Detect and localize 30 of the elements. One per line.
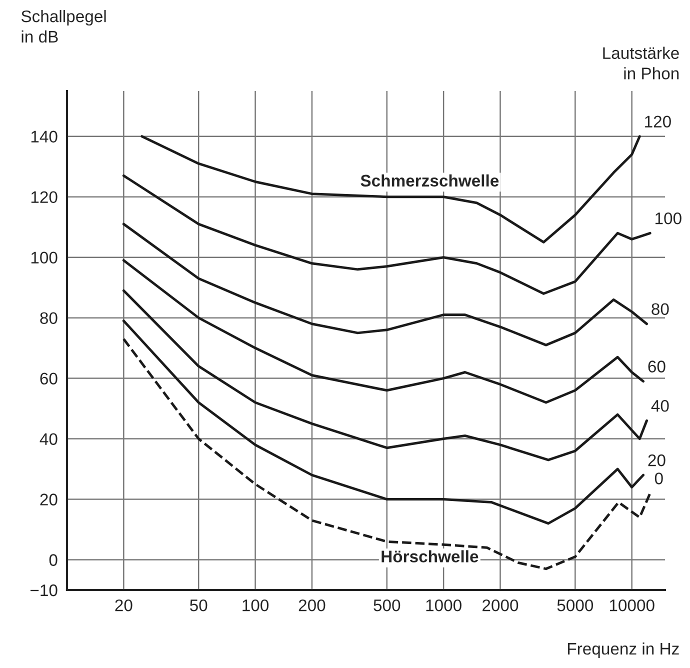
series-label: 60 — [648, 360, 666, 372]
x-tick-label: 100 — [242, 599, 269, 612]
x-tick-label: 1000 — [426, 599, 462, 612]
series-label: 100 — [656, 212, 682, 224]
x-tick-label: 2000 — [482, 599, 518, 612]
y-tick-label: 60 — [40, 372, 58, 385]
y-tick-label: 40 — [40, 433, 58, 445]
text: Lautstärke in Phon — [603, 46, 679, 80]
annotation: Schmerzschwelle — [360, 174, 499, 187]
x-tick-label: 200 — [298, 599, 326, 612]
annotation: Hörschwelle — [382, 550, 478, 562]
y-tick-label: 80 — [40, 312, 58, 324]
y-tick-label: 0 — [49, 554, 58, 566]
x-tick-label: 50 — [190, 599, 208, 612]
y-tick-label: 120 — [31, 191, 58, 204]
series-label: 0 — [654, 472, 663, 484]
x-tick-label: 10000 — [610, 599, 654, 612]
x-tick-label: 20 — [115, 599, 132, 612]
y-axis-title: Schallpegel in dB — [21, 10, 106, 43]
x-tick-label: 5000 — [557, 599, 594, 612]
series-label: 80 — [652, 303, 669, 316]
series-label: 20 — [648, 454, 666, 466]
series-label: 120 — [645, 116, 671, 128]
series-label: 40 — [651, 400, 669, 412]
y-tick-label: −10 — [30, 584, 58, 596]
y-tick-label: 100 — [31, 252, 58, 264]
x-tick-label: 500 — [374, 599, 400, 612]
y-tick-label: 20 — [40, 494, 58, 506]
y-tick-label: 140 — [31, 130, 58, 143]
x-axis-title: Frequenz in Hz — [568, 642, 679, 658]
